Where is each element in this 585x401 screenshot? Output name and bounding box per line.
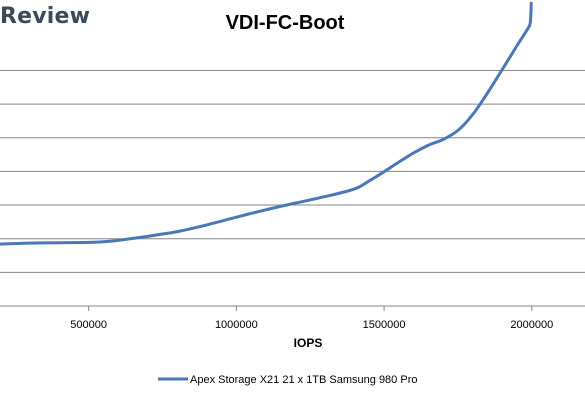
legend: Apex Storage X21 21 x 1TB Samsung 980 Pr… <box>158 374 417 386</box>
x-tick-label-4: 2000000 <box>510 319 553 331</box>
legend-label: Apex Storage X21 21 x 1TB Samsung 980 Pr… <box>190 374 417 386</box>
x-axis-title: IOPS <box>294 336 323 350</box>
x-tick-label-2: 1000000 <box>215 319 258 331</box>
series-layer <box>0 1 533 246</box>
gridlines <box>0 69 585 273</box>
x-axis-ticks: 500000 1000000 1500000 2000000 <box>70 306 553 331</box>
series-line-1 <box>0 1 533 246</box>
x-tick-label-1: 500000 <box>70 319 107 331</box>
chart-title: VDI-FC-Boot <box>225 12 345 34</box>
x-tick-label-3: 1500000 <box>363 319 406 331</box>
watermark-logo: Review <box>0 4 91 29</box>
